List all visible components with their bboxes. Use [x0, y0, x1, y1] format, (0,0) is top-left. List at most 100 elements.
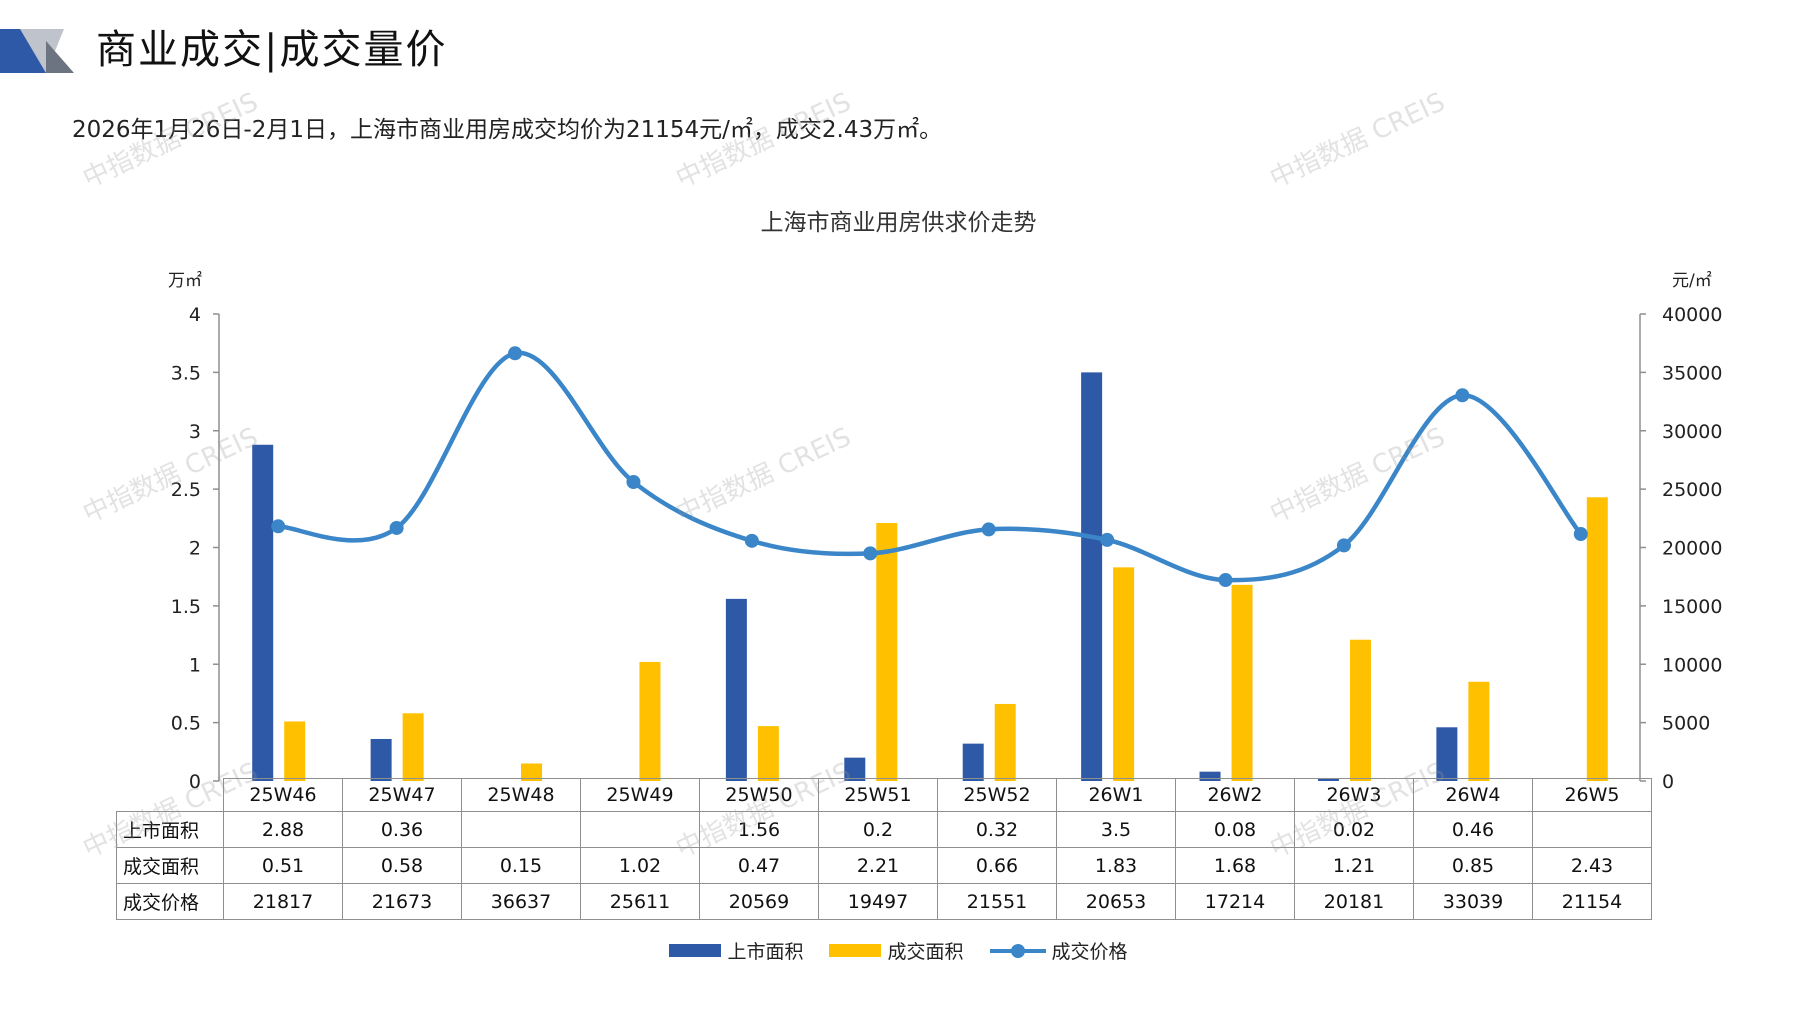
- right-tick-label: 0: [1662, 771, 1674, 793]
- left-tick-label: 3.5: [171, 362, 201, 384]
- left-tick-label: 0.5: [171, 713, 201, 735]
- legend-swatch-supply: [669, 944, 722, 957]
- table-cell-price: 20653: [1056, 883, 1176, 920]
- bar-supply: [962, 743, 984, 781]
- bar-supply: [725, 598, 747, 781]
- price-point: [1218, 573, 1233, 588]
- table-cell-price: 21673: [342, 883, 462, 920]
- table-cell-deals: 1.21: [1294, 847, 1414, 884]
- price-line: [275, 350, 1584, 583]
- table-cell-deals: 2.21: [818, 847, 938, 884]
- legend-swatch-deals: [829, 944, 882, 957]
- chart-data-table: 25W46 25W47 25W48 25W49 25W50 25W51 25W52 26W1 2…: [116, 778, 1652, 920]
- table-cell-supply: [1532, 811, 1652, 848]
- category-label: 25W50: [699, 778, 819, 812]
- table-row-label: 成交价格: [116, 883, 224, 920]
- brand-logo-mark: [0, 29, 74, 73]
- legend-item-price: 成交价格: [989, 937, 1128, 964]
- table-cell-price: 20181: [1294, 883, 1414, 920]
- table-cell-deals: 0.15: [461, 847, 581, 884]
- price-point: [1455, 388, 1470, 403]
- left-axis-unit: 万㎡: [168, 271, 202, 291]
- price-point: [1100, 532, 1115, 547]
- chart-legend: 上市面积 成交面积 成交价格: [0, 937, 1797, 964]
- legend-label-price: 成交价格: [1051, 941, 1128, 963]
- table-cell-price: 21817: [223, 883, 343, 920]
- price-point: [1336, 538, 1351, 553]
- chart-title: 上海市商业用房供求价走势: [760, 210, 1037, 236]
- bar-supply: [1081, 372, 1103, 781]
- left-tick-label: 1: [189, 654, 201, 676]
- bar-supply: [844, 757, 866, 781]
- category-label: 26W5: [1532, 778, 1652, 812]
- bar-deals: [876, 522, 898, 781]
- table-row-price: 成交价格 21817 21673 36637 25611 20569 19497 21551 2…: [116, 883, 1652, 920]
- right-axis-unit: 元/㎡: [1672, 271, 1712, 291]
- category-label: 25W48: [461, 778, 581, 812]
- table-cell-deals: 0.85: [1413, 847, 1533, 884]
- table-cell-supply: 1.56: [699, 811, 819, 848]
- table-cell-supply: 3.5: [1056, 811, 1176, 848]
- table-cell-price: 25611: [580, 883, 700, 920]
- category-label: 25W47: [342, 778, 462, 812]
- table-cell-price: 21154: [1532, 883, 1652, 920]
- left-tick-label: 1.5: [171, 596, 201, 618]
- left-tick-label: 3: [189, 421, 201, 443]
- category-label: 25W46: [223, 778, 343, 812]
- right-tick-label: 20000: [1662, 538, 1722, 560]
- category-label: 25W49: [580, 778, 700, 812]
- table-cell-price: 33039: [1413, 883, 1533, 920]
- table-cell-price: 19497: [818, 883, 938, 920]
- table-row-deals: 成交面积 0.51 0.58 0.15 1.02 0.47 2.21 0.66 1.83 1.68…: [116, 847, 1652, 884]
- table-cell-deals: 0.66: [937, 847, 1057, 884]
- price-point: [626, 474, 641, 489]
- right-tick-label: 25000: [1662, 479, 1722, 501]
- price-point: [271, 519, 286, 534]
- table-row-label: 成交面积: [116, 847, 224, 884]
- table-cell-supply: 0.46: [1413, 811, 1533, 848]
- table-cell-supply: 0.36: [342, 811, 462, 848]
- bar-deals: [521, 763, 543, 781]
- table-row-supply: 上市面积 2.88 0.36 1.56 0.2 0.32 3.5 0.08 0.02 0.46: [116, 811, 1652, 848]
- table-cell-deals: 2.43: [1532, 847, 1652, 884]
- bar-deals: [1586, 497, 1608, 781]
- page-subtitle: 2026年1月26日-2月1日，上海市商业用房成交均价为21154元/㎡，成交2…: [72, 117, 943, 143]
- right-tick-label: 5000: [1662, 713, 1710, 735]
- left-tick-label: 2: [189, 538, 201, 560]
- bar-deals: [994, 703, 1016, 781]
- table-cell-price: 20569: [699, 883, 819, 920]
- table-cell-supply: 2.88: [223, 811, 343, 848]
- bar-deals: [757, 726, 779, 781]
- price-point: [1573, 527, 1588, 542]
- bar-deals: [1349, 639, 1371, 781]
- table-cell-supply: [461, 811, 581, 848]
- category-label: 26W4: [1413, 778, 1533, 812]
- right-tick-label: 30000: [1662, 421, 1722, 443]
- bar-deals: [1113, 567, 1135, 781]
- right-tick-label: 10000: [1662, 654, 1722, 676]
- table-cell-deals: 0.47: [699, 847, 819, 884]
- bar-deals: [284, 721, 306, 781]
- left-tick-label: 4: [189, 304, 201, 326]
- table-cell-deals: 1.02: [580, 847, 700, 884]
- legend-item-deals: 成交面积: [829, 937, 964, 964]
- bar-supply: [370, 738, 392, 781]
- bar-deals: [1468, 681, 1490, 781]
- table-cell-price: 17214: [1175, 883, 1295, 920]
- category-label: 26W2: [1175, 778, 1295, 812]
- table-cell-supply: 0.2: [818, 811, 938, 848]
- bar-deals: [1231, 584, 1253, 781]
- table-cell-deals: 0.58: [342, 847, 462, 884]
- price-point: [744, 533, 759, 548]
- table-cell-supply: 0.08: [1175, 811, 1295, 848]
- right-tick-label: 35000: [1662, 362, 1722, 384]
- price-point: [389, 520, 404, 535]
- legend-item-supply: 上市面积: [669, 937, 803, 964]
- table-cell-deals: 1.68: [1175, 847, 1295, 884]
- price-point: [981, 522, 996, 537]
- bar-deals: [639, 661, 661, 781]
- right-tick-label: 15000: [1662, 596, 1722, 618]
- legend-swatch-price: [989, 943, 1046, 959]
- table-cell-supply: 0.02: [1294, 811, 1414, 848]
- page-title: 商业成交|成交量价: [96, 27, 448, 73]
